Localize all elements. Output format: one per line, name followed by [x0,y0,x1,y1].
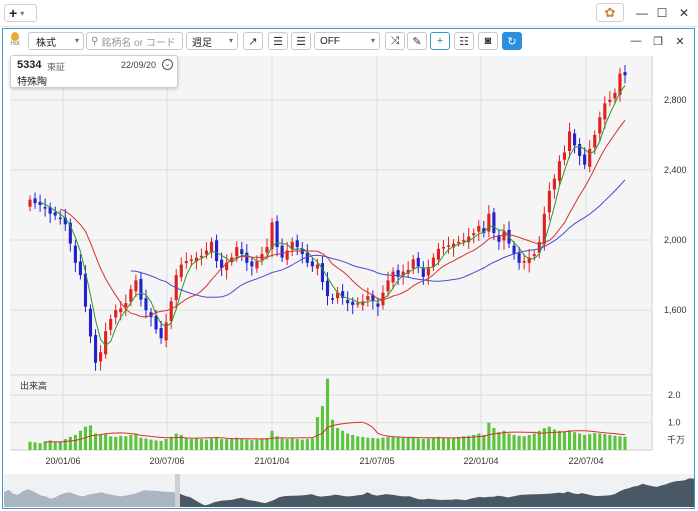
stock-info-box: 5334 東証 22/09/20 ⌄ 特殊陶 [10,55,178,88]
align-right-icon: ☰ [296,35,306,48]
exchange-label: 東証 [47,62,66,72]
align-left-icon: ☰ [273,35,283,48]
add-window-button[interactable]: + ▾ [4,4,37,22]
hot-label: Hot [10,41,20,47]
flame-icon [11,32,19,41]
trendline-button[interactable]: ↗ [243,32,263,50]
title-bar: + ▾ ✿ — ☐ ✕ [0,0,698,27]
search-input[interactable]: ⚲ 銘柄名 or コード [86,32,183,50]
shuffle-icon: ⤨ [390,34,400,47]
chevron-down-icon: ▾ [228,36,233,45]
panel-restore-button[interactable]: ❐ [650,33,666,49]
search-icon: ⚲ [91,35,99,47]
minimize-button[interactable]: — [633,4,651,22]
chevron-down-icon: ▾ [74,36,79,45]
refresh-button[interactable]: ↻ [502,32,522,50]
period-select[interactable]: 週足 ▾ [186,32,238,50]
chart-toolbar: Hot 株式 ▾ ⚲ 銘柄名 or コード 週足 ▾ ↗ ☰ ☰ OFF ▾ ⤨… [3,30,693,52]
volume-label: 出来高 [20,381,48,391]
panel-close-button[interactable]: ✕ [672,33,688,49]
settings-button[interactable]: ✿ [596,3,624,22]
search-placeholder: 銘柄名 or コード [101,37,176,49]
close-window-button[interactable]: ✕ [675,4,693,22]
plus-icon: + [9,5,18,21]
shuffle-button[interactable]: ⤨ [385,32,405,50]
list-button[interactable]: ☷ [454,32,474,50]
close-icon: ✕ [675,35,685,48]
chevron-down-circle-icon[interactable]: ⌄ [162,59,173,70]
crosshair-button[interactable]: + [430,32,450,50]
period-select-value: 週足 [192,37,212,49]
arrow-up-right-icon: ↗ [248,35,258,48]
close-icon: ✕ [678,6,690,20]
maximize-button[interactable]: ☐ [653,4,671,22]
indicator-select-value: OFF [320,35,340,47]
panel-minimize-button[interactable]: — [628,33,644,49]
draw-button[interactable]: ✎ [407,32,427,50]
screenshot-button[interactable]: ◙ [478,32,498,50]
minimize-icon: — [636,6,648,20]
stock-code: 5334 [17,59,42,71]
align-right-button[interactable]: ☰ [291,32,311,50]
crosshair-icon: + [436,35,444,47]
refresh-icon: ↻ [507,35,517,48]
maximize-icon: ☐ [656,6,668,20]
gear-icon: ✿ [604,4,616,20]
restore-icon: ❐ [653,35,663,48]
stock-name: 特殊陶 [17,77,47,88]
chevron-down-icon: ▾ [20,8,25,18]
chart-window-frame [2,28,695,509]
market-select[interactable]: 株式 ▾ [28,32,84,50]
indicator-select[interactable]: OFF ▾ [314,32,380,50]
market-select-value: 株式 [36,37,56,49]
hot-button[interactable]: Hot [5,31,25,51]
info-date: 22/09/20 [121,60,157,70]
pencil-icon: ✎ [412,35,422,48]
list-icon: ☷ [459,35,469,48]
camera-icon: ◙ [484,35,492,47]
chevron-down-icon: ▾ [370,36,375,45]
minimize-icon: — [630,35,642,47]
align-left-button[interactable]: ☰ [268,32,288,50]
